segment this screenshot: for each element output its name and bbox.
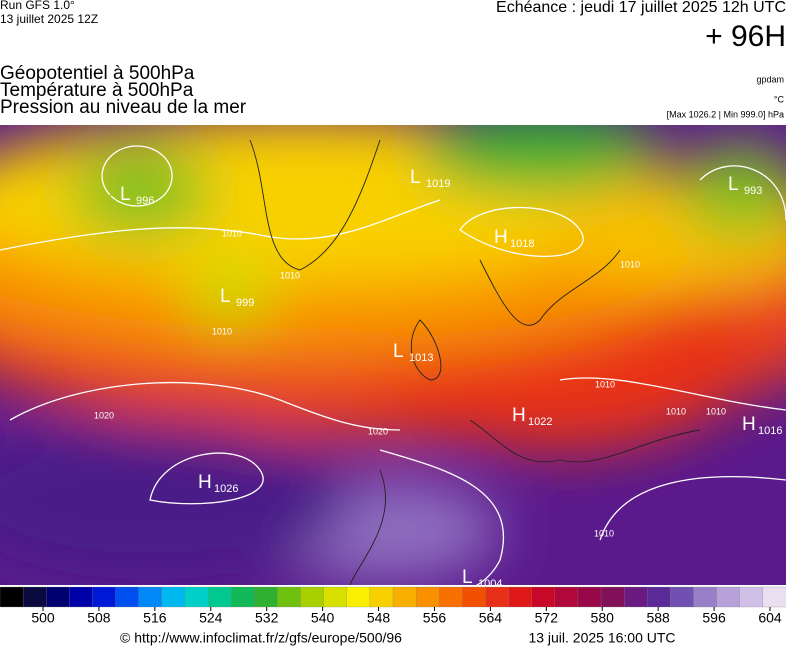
colorbar-swatch [739, 586, 764, 608]
pressure-center-value: 996 [136, 195, 154, 207]
pressure-center-letter: L [410, 167, 421, 188]
colorbar-swatch [22, 586, 47, 608]
colorbar-swatch [600, 586, 625, 608]
colorbar-swatch [369, 586, 394, 608]
isobar-label: 1010 [222, 228, 242, 238]
colorbar-swatch [254, 586, 279, 608]
colorbar-label: 524 [199, 610, 223, 626]
colorbar-swatch [693, 586, 718, 608]
colorbar-swatch [184, 586, 209, 608]
isobar-label: 1010 [595, 379, 615, 389]
pressure-center-value: 1016 [758, 425, 782, 437]
pressure-center-letter: L [393, 341, 404, 362]
colorbar-swatch [346, 586, 371, 608]
pressure-center-letter: H [742, 414, 756, 435]
legend-line: Pression au niveau de la mer [0, 97, 247, 118]
pressure-center-letter: H [198, 472, 212, 493]
pressure-center-letter: L [462, 567, 473, 588]
colorbar-swatch [716, 586, 741, 608]
isobar-label: 1010 [666, 406, 686, 416]
colorbar-swatch [531, 586, 556, 608]
lead-time: + 96H [705, 20, 786, 53]
pressure-center-value: 999 [236, 297, 254, 309]
legend-line: Température à 500hPa [0, 80, 194, 101]
colorbar-label: 548 [367, 610, 391, 626]
colorbar-swatch [161, 586, 186, 608]
legend-unit: gpdam [756, 74, 784, 84]
colorbar-label: 508 [87, 610, 111, 626]
pressure-center-value: 1018 [510, 238, 534, 250]
colorbar-label: 596 [702, 610, 726, 626]
run-date: 13 juillet 2025 12Z [0, 12, 98, 26]
isobar-label: 1020 [94, 410, 114, 420]
colorbar-label: 532 [255, 610, 279, 626]
colorbar-label: 556 [423, 610, 447, 626]
pressure-center-value: 993 [744, 185, 762, 197]
colorbar-swatch [69, 586, 94, 608]
colorbar-swatch [300, 586, 325, 608]
pressure-center-value: 1013 [409, 352, 433, 364]
colorbar-swatch [207, 586, 232, 608]
colorbar-label: 588 [646, 610, 670, 626]
colorbar-swatch [138, 586, 163, 608]
colorbar-swatch [485, 586, 510, 608]
colorbar-label: 500 [31, 610, 55, 626]
isobar-label: 1010 [280, 270, 300, 280]
legend-line: Géopotentiel à 500hPa [0, 63, 195, 84]
colorbar-swatch [670, 586, 695, 608]
colorbar-swatch [231, 586, 255, 608]
pressure-center-value: 1022 [528, 416, 552, 428]
footer-url: © http://www.infoclimat.fr/z/gfs/europe/… [120, 630, 402, 646]
colorbar-swatch [647, 586, 672, 608]
colorbar-label: 604 [758, 610, 782, 626]
isobar-label: 1020 [368, 426, 388, 436]
pressure-center-value: 1019 [426, 178, 450, 190]
footer-stamp: 13 juil. 2025 16:00 UTC [528, 630, 675, 646]
colorbar-swatch [0, 586, 24, 608]
colorbar-swatch [392, 586, 417, 608]
pressure-center-value: 1026 [214, 483, 238, 495]
map [0, 125, 786, 585]
pressure-center-letter: H [494, 227, 508, 248]
colorbar-swatch [577, 586, 602, 608]
colorbar-swatch [92, 586, 117, 608]
colorbar-label: 516 [143, 610, 167, 626]
pressure-center-letter: H [512, 405, 526, 426]
pressure-center-letter: L [120, 184, 131, 205]
pressure-center-letter: L [728, 174, 739, 195]
colorbar-swatch [624, 586, 648, 608]
colorbar-swatch [762, 586, 786, 608]
colorbar-swatch [554, 586, 579, 608]
run-label: Run GFS 1.0° [0, 0, 75, 12]
colorbar-swatch [439, 586, 464, 608]
legend-unit: [Max 1026.2 | Min 999.0] hPa [667, 109, 784, 119]
isobar-label: 1010 [212, 326, 232, 336]
colorbar-label: 572 [535, 610, 559, 626]
legend-unit: °C [774, 94, 785, 104]
pressure-center-letter: L [220, 286, 231, 307]
colorbar-label: 580 [591, 610, 615, 626]
colorbar-swatch [277, 586, 302, 608]
colorbar-swatch [46, 586, 71, 608]
colorbar-swatch [115, 586, 140, 608]
isobar-label: 1010 [620, 259, 640, 269]
colorbar-swatch [462, 586, 487, 608]
colorbar-label: 540 [311, 610, 335, 626]
valid-time: Echéance : jeudi 17 juillet 2025 12h UTC [496, 0, 786, 16]
colorbar-label: 564 [479, 610, 503, 626]
isobar-label: 1010 [594, 528, 614, 538]
colorbar-swatch [508, 586, 533, 608]
isobar-label: 1010 [706, 406, 726, 416]
colorbar-swatch [323, 586, 348, 608]
colorbar-swatch [415, 586, 440, 608]
